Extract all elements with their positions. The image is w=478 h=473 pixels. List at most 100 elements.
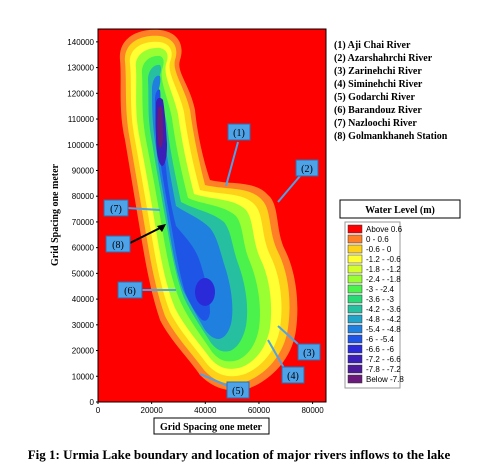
x-tick-label: 60000	[248, 406, 271, 415]
x-axis-label-box	[153, 417, 270, 435]
callout-1-arrow	[225, 141, 239, 187]
y-tick-label: 30000	[72, 321, 95, 330]
callout-8-arrowhead	[157, 224, 166, 232]
x-axis-label: Grid Spacing one meter	[160, 422, 262, 433]
river-item: (3) Zarinehchi River	[334, 66, 422, 77]
callout-8-label: (8)	[112, 240, 124, 251]
callout-6: (6)	[117, 281, 176, 299]
legend-swatch	[347, 364, 363, 374]
legend-label: -1.2 - -0.6	[366, 255, 401, 264]
lake-contours	[119, 29, 298, 391]
legend-label: -5.4 - -4.8	[366, 325, 401, 334]
legend-label: -7.2 - -6.6	[366, 355, 401, 364]
legend-swatch	[347, 234, 363, 244]
river-item: (7) Nazloochi River	[334, 118, 417, 129]
callout-7-label: (7)	[110, 204, 122, 215]
x-tick-label: 0	[96, 406, 101, 415]
callout-1: (1)	[225, 123, 251, 187]
x-axis: 0 20000 40000 60000 80000	[96, 402, 324, 415]
legend-swatch	[347, 284, 363, 294]
x-tick-label: 40000	[194, 406, 217, 415]
y-tick-label: 40000	[72, 295, 95, 304]
y-axis: 0 10000 20000 30000 40000 50000 60000 70000 8000…	[67, 38, 98, 407]
river-item: (8) Golmankhaneh Station	[334, 131, 448, 142]
legend-swatch	[347, 224, 363, 234]
river-item: (4) Siminehchi River	[334, 79, 423, 90]
legend-swatch	[347, 294, 363, 304]
legend-label: -6.6 - -6	[366, 345, 395, 354]
contour-purple	[157, 106, 163, 148]
legend-label: -2.4 - -1.8	[366, 275, 401, 284]
callout-6-label: (6)	[124, 286, 136, 297]
callout-6-box	[117, 281, 143, 299]
river-item: (1) Aji Chai River	[334, 40, 411, 51]
river-item: (6) Barandouz River	[334, 105, 422, 116]
callout-8-arrow	[127, 225, 165, 245]
callout-5-label: (5)	[232, 386, 244, 397]
y-tick-label: 110000	[68, 115, 95, 124]
legend-label: -3.6 - -3	[366, 295, 395, 304]
callout-7: (7)	[103, 199, 161, 217]
callout-2-arrow	[277, 175, 301, 203]
legend-swatch	[347, 274, 363, 284]
legend-label: -6 - -5.4	[366, 335, 395, 344]
legend-title: Water Level (m)	[365, 205, 435, 216]
y-tick-label: 20000	[72, 347, 95, 356]
y-tick-label: 50000	[72, 269, 95, 278]
legend-swatch	[347, 304, 363, 314]
callout-3-arrow	[277, 325, 299, 345]
callout-3-label: (3)	[303, 348, 315, 359]
x-tick-label: 20000	[141, 406, 164, 415]
river-item: (5) Godarchi River	[334, 92, 415, 103]
legend-swatch	[347, 344, 363, 354]
callout-3: (3)	[277, 325, 321, 361]
legend-swatch	[347, 324, 363, 334]
legend-label: Above 0.6	[366, 225, 403, 234]
legend-label: -4.8 - -4.2	[366, 315, 401, 324]
river-list: (1) Aji Chai River (2) Azarshahrchi Rive…	[334, 40, 448, 142]
callout-7-box	[103, 199, 129, 217]
legend-label: 0 - 0.6	[366, 235, 389, 244]
callout-2-box	[295, 159, 319, 177]
callout-1-label: (1)	[233, 128, 245, 139]
callout-2-label: (2)	[301, 164, 313, 175]
legend-label: -7.8 - -7.2	[366, 365, 401, 374]
y-tick-label: 140000	[67, 38, 94, 47]
contour-deep-blue	[155, 89, 210, 321]
legend-swatch	[347, 334, 363, 344]
callout-1-box	[227, 123, 251, 141]
legend-swatch	[347, 354, 363, 364]
y-tick-label: 0	[90, 398, 95, 407]
y-tick-label: 100000	[67, 141, 94, 150]
y-tick-label: 60000	[72, 244, 95, 253]
callout-8: (8)	[105, 224, 166, 253]
legend: Water Level (m) Above 0.60 - 0.6-0.6 - 0…	[339, 199, 461, 389]
contour-blue	[152, 75, 233, 340]
callout-4-box	[281, 366, 305, 384]
legend-label: -0.6 - 0	[366, 245, 392, 254]
x-tick-label: 80000	[301, 406, 324, 415]
callout-3-box	[297, 343, 321, 361]
y-tick-label: 130000	[67, 64, 94, 73]
legend-swatch	[347, 314, 363, 324]
callout-4-arrow	[267, 339, 285, 369]
callouts: (1) (2) (3) (4) (5) (6)	[103, 123, 321, 399]
legend-label: -1.8 - -1.2	[366, 265, 401, 274]
callout-5-box	[226, 381, 250, 399]
legend-swatch	[347, 264, 363, 274]
callout-2: (2)	[277, 159, 319, 203]
legend-swatch	[347, 374, 363, 384]
figure-caption: Fig 1: Urmia Lake boundary and location …	[27, 447, 451, 462]
river-item: (2) Azarshahrchi River	[334, 53, 433, 64]
callout-5-arrow	[199, 373, 229, 387]
y-axis-label: Grid Spacing one meter	[50, 163, 61, 265]
legend-label: -4.2 - -3.6	[366, 305, 401, 314]
legend-items: Above 0.60 - 0.6-0.6 - 0-1.2 - -0.6-1.8 …	[347, 224, 404, 384]
y-tick-label: 90000	[72, 166, 95, 175]
legend-swatch	[347, 254, 363, 264]
callout-4: (4)	[267, 339, 305, 384]
y-tick-label: 10000	[72, 372, 95, 381]
legend-swatch	[347, 244, 363, 254]
callout-5: (5)	[199, 373, 250, 399]
